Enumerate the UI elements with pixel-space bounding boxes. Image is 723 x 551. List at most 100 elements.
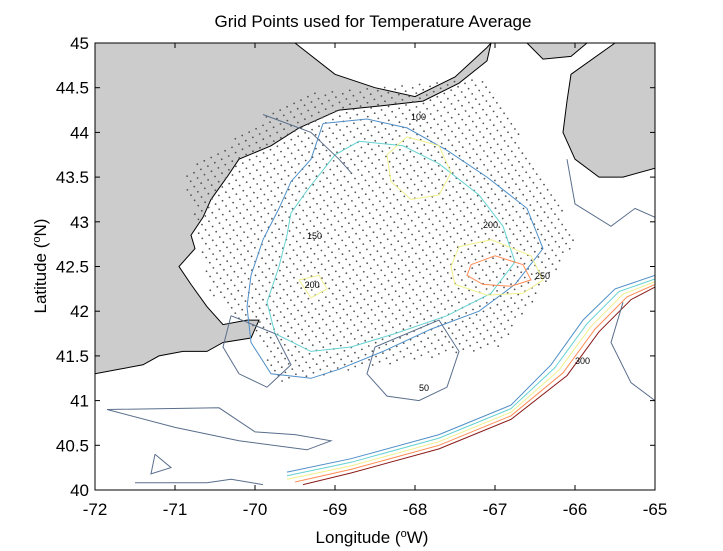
grid-point (462, 173, 465, 176)
grid-point (386, 238, 389, 241)
grid-point (366, 289, 369, 292)
grid-point (270, 350, 272, 353)
grid-point (426, 135, 429, 138)
grid-point (493, 138, 495, 140)
grid-point (334, 229, 336, 231)
grid-point (467, 262, 470, 264)
grid-point (332, 320, 335, 323)
grid-point (532, 168, 535, 170)
grid-point (374, 314, 377, 316)
grid-point (312, 197, 315, 200)
grid-point (371, 189, 374, 192)
grid-point (397, 240, 400, 243)
grid-point (332, 160, 335, 162)
grid-point (279, 311, 282, 313)
grid-point (254, 274, 257, 277)
grid-point (290, 166, 293, 169)
grid-point (406, 173, 409, 175)
grid-point (385, 357, 388, 360)
grid-point (481, 227, 483, 230)
grid-point (315, 335, 317, 338)
grid-point (344, 203, 346, 206)
grid-point (298, 204, 301, 207)
grid-point (392, 354, 395, 356)
grid-point (346, 313, 349, 316)
grid-point (453, 80, 456, 83)
grid-point (479, 346, 482, 349)
grid-point (329, 154, 331, 157)
grid-point (408, 95, 411, 98)
grid-point (203, 173, 206, 176)
grid-point (468, 129, 471, 132)
grid-point (502, 245, 505, 248)
grid-point (404, 250, 407, 253)
grid-point (364, 326, 366, 328)
grid-point (541, 261, 543, 264)
grid-point (293, 290, 296, 293)
grid-point (245, 167, 248, 170)
grid-point (503, 314, 506, 316)
grid-point (280, 352, 283, 355)
grid-point (497, 345, 500, 347)
grid-point (337, 220, 340, 223)
grid-point (520, 271, 523, 274)
grid-point (350, 360, 353, 363)
grid-point (561, 251, 564, 254)
grid-point (291, 207, 294, 210)
grid-point (225, 218, 228, 221)
grid-point (504, 195, 507, 198)
grid-point (451, 130, 453, 133)
grid-point (517, 133, 520, 136)
grid-point (513, 288, 516, 291)
grid-point (287, 335, 290, 338)
grid-point (238, 143, 240, 146)
grid-point (263, 207, 266, 210)
grid-point (196, 163, 199, 166)
y-tick-label: 43 (70, 213, 89, 232)
grid-point (362, 257, 365, 259)
grid-point (451, 172, 454, 174)
grid-point (362, 229, 364, 232)
grid-point (326, 218, 329, 221)
grid-point (361, 362, 363, 365)
grid-point (336, 192, 339, 195)
grid-point (315, 189, 318, 191)
grid-point (472, 134, 474, 137)
grid-point (481, 269, 484, 271)
grid-point (297, 149, 300, 152)
grid-point (384, 127, 387, 130)
grid-point (318, 327, 321, 329)
grid-point (426, 107, 428, 110)
grid-point (242, 176, 245, 178)
grid-point (225, 205, 228, 207)
grid-point (376, 222, 378, 225)
grid-point (331, 279, 334, 281)
grid-point (218, 222, 221, 225)
grid-point (382, 178, 384, 180)
grid-point (450, 277, 453, 280)
grid-point (200, 182, 203, 185)
grid-point (307, 311, 310, 314)
grid-point (312, 358, 314, 360)
grid-point (333, 201, 336, 204)
grid-point (371, 336, 373, 339)
grid-point (292, 235, 295, 238)
grid-point (306, 242, 309, 245)
grid-point (314, 308, 317, 310)
grid-point (472, 308, 474, 311)
grid-point (389, 202, 392, 205)
grid-point (335, 311, 338, 314)
grid-point (411, 261, 414, 263)
grid-point (337, 206, 339, 209)
grid-point (487, 210, 490, 213)
grid-point (478, 103, 481, 106)
grid-point (398, 281, 400, 284)
grid-point (440, 275, 442, 278)
grid-point (481, 94, 484, 97)
grid-point (308, 325, 310, 328)
grid-point (279, 109, 282, 111)
grid-point (256, 183, 259, 185)
grid-point (360, 320, 363, 323)
grid-point (485, 86, 487, 89)
grid-point (359, 91, 362, 94)
